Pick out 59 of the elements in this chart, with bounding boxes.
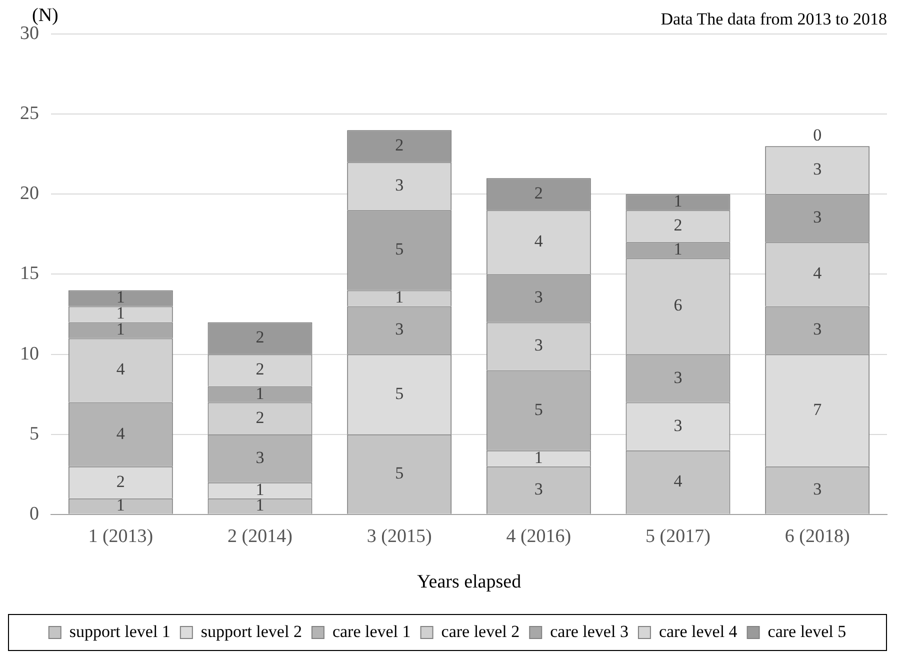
data-label: 1 — [116, 496, 125, 515]
data-label: 5 — [395, 384, 404, 403]
x-tick-label: 6 (2018) — [784, 526, 850, 547]
data-label: 3 — [534, 480, 543, 499]
data-label: 3 — [395, 176, 404, 195]
y-tick-label: 5 — [30, 423, 39, 444]
data-label: 1 — [674, 240, 682, 259]
data-label: 4 — [534, 232, 544, 251]
data-label: 2 — [395, 136, 404, 155]
data-label: 1 — [256, 384, 264, 403]
y-tick-label: 0 — [30, 503, 39, 524]
data-label: 3 — [813, 208, 822, 227]
legend-label: care level 1 — [332, 622, 411, 641]
data-label: 4 — [116, 424, 126, 443]
legend-label: care level 2 — [441, 622, 520, 641]
y-tick-label: 20 — [20, 183, 39, 204]
y-tick-label: 25 — [20, 103, 39, 124]
data-label: 1 — [395, 288, 404, 307]
data-label: 5 — [534, 400, 543, 419]
legend-label: support level 2 — [200, 622, 302, 641]
data-label: 3 — [813, 480, 822, 499]
data-label: 1 — [534, 448, 543, 467]
y-tick-label: 10 — [20, 343, 39, 364]
data-label: 2 — [256, 408, 264, 427]
data-label: 3 — [534, 336, 543, 355]
legend-label: care level 4 — [658, 622, 738, 641]
data-label: 1 — [674, 192, 682, 211]
data-label: 4 — [116, 360, 126, 379]
x-tick-label: 1 (2013) — [88, 526, 154, 547]
data-label: 3 — [395, 320, 404, 339]
y-axis-title: (N) — [32, 4, 58, 26]
legend-label: care level 5 — [768, 622, 846, 641]
data-label: 4 — [674, 472, 683, 491]
data-label: 2 — [534, 184, 543, 203]
data-label: 2 — [674, 216, 682, 235]
x-tick-label: 5 (2017) — [646, 526, 710, 547]
data-label: 2 — [116, 472, 125, 491]
data-label: 3 — [674, 416, 682, 435]
data-label: 2 — [256, 360, 264, 379]
y-tick-label: 15 — [20, 263, 39, 284]
data-label: 5 — [395, 240, 404, 259]
data-label: 6 — [674, 296, 682, 315]
data-label: 3 — [256, 448, 264, 467]
data-label: 3 — [813, 320, 822, 339]
data-label: 7 — [813, 400, 822, 419]
legend-label: care level 3 — [550, 622, 628, 641]
data-label: 5 — [395, 464, 404, 483]
data-label: 3 — [534, 288, 543, 307]
x-tick-label: 4 (2016) — [506, 526, 572, 547]
x-axis-title: Years elapsed — [416, 572, 522, 593]
data-label: 3 — [813, 160, 822, 179]
data-label: 4 — [813, 264, 822, 283]
data-label: 3 — [674, 368, 682, 387]
x-tick-label: 3 (2015) — [366, 526, 432, 547]
text: Data The data from 2013 to 2018 — [660, 9, 887, 28]
data-label: 0 — [813, 126, 822, 145]
data-label: 2 — [256, 328, 264, 347]
x-tick-label: 2 (2014) — [228, 526, 292, 547]
legend-label: support level 1 — [69, 622, 170, 641]
